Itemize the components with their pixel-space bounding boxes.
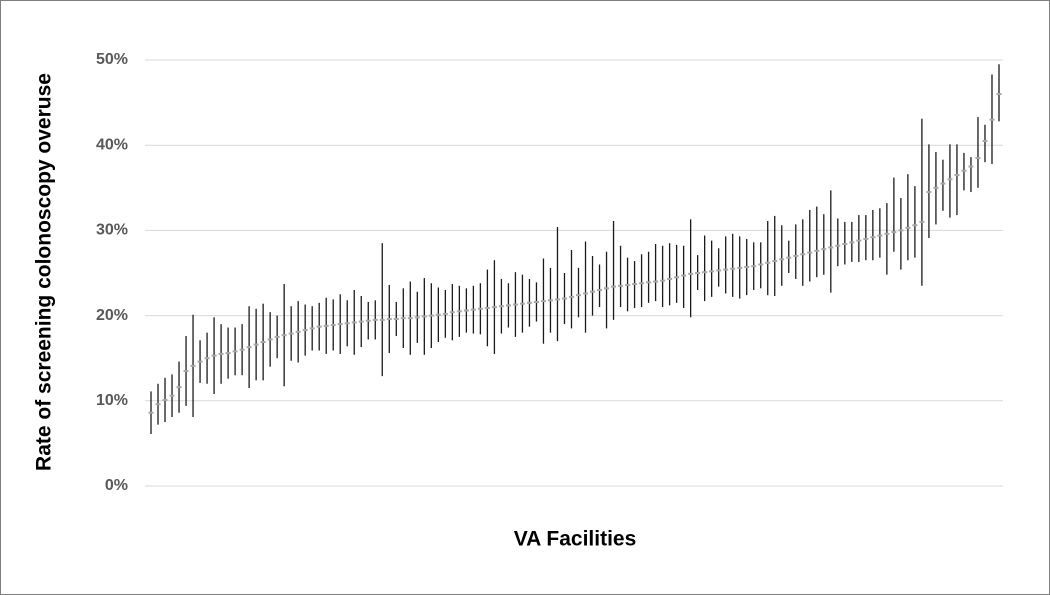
- y-tick-label: 50%: [96, 51, 128, 68]
- x-axis-title: VA Facilities: [514, 528, 637, 551]
- y-tick-label: 20%: [96, 307, 128, 324]
- y-tick-label: 30%: [96, 222, 128, 239]
- y-tick-label: 40%: [96, 136, 128, 153]
- y-axis-title: Rate of screening colonoscopy overuse: [33, 73, 56, 471]
- y-tick-label: 0%: [105, 477, 128, 494]
- y-tick-label: 10%: [96, 392, 128, 409]
